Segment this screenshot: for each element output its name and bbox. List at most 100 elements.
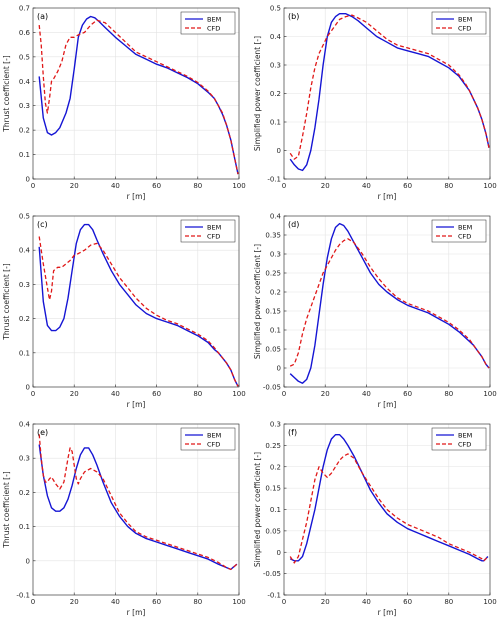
legend-label-cfd: CFD (458, 24, 471, 32)
y-tick-label: 0.5 (19, 213, 30, 221)
series-line-bem (289, 12, 490, 172)
series-line-cfd (289, 453, 489, 564)
y-tick-label: 0.15 (265, 485, 281, 493)
x-tick-label: 100 (232, 182, 245, 190)
legend-label-cfd: CFD (207, 232, 220, 240)
y-axis-label: Thrust coefficient [-] (2, 55, 11, 133)
y-tick-label: -0.1 (267, 592, 281, 600)
y-tick-label: 0 (277, 549, 281, 557)
panel-label: (a) (37, 12, 48, 21)
legend-label-cfd: CFD (207, 440, 220, 448)
x-tick-label: 20 (70, 182, 79, 190)
y-axis-label: Simplified power coefficient [-] (253, 452, 262, 567)
y-tick-label: 0.05 (265, 527, 281, 535)
x-axis-label: r [m] (378, 192, 397, 201)
series-line-bem (38, 15, 239, 175)
y-tick-label: 0.5 (270, 5, 281, 13)
x-tick-label: 60 (403, 598, 412, 606)
x-tick-label: 80 (444, 598, 453, 606)
x-tick-label: 0 (31, 182, 35, 190)
y-tick-label: 0.25 (265, 270, 281, 278)
axes-frame (32, 423, 240, 596)
y-tick-label: -0.1 (16, 592, 30, 600)
axes-frame (283, 215, 491, 388)
axes-frame (32, 215, 240, 388)
legend-label-bem: BEM (458, 431, 472, 439)
x-tick-label: 0 (282, 598, 286, 606)
x-tick-label: 0 (31, 390, 35, 398)
series-line-cfd (38, 19, 239, 175)
legend-label-cfd: CFD (207, 24, 220, 32)
y-tick-label: -0.1 (267, 176, 281, 184)
x-tick-label: 40 (111, 390, 120, 398)
panel-label: (b) (288, 12, 299, 21)
panel-label: (e) (37, 428, 48, 437)
chart-panel: 0 20 40 60 80 100-0.100.10.20.30.40.5r [m]Sim… (253, 5, 497, 202)
x-tick-label: 100 (483, 390, 496, 398)
x-tick-label: 100 (232, 390, 245, 398)
y-axis-label: Simplified power coefficient [-] (253, 244, 262, 359)
y-tick-label: 0 (26, 384, 30, 392)
y-tick-label: 0.2 (19, 315, 30, 323)
panel-label: (d) (288, 220, 299, 229)
x-tick-label: 20 (321, 182, 330, 190)
chart-panel: 0 20 40 60 80 100 0 0.1 0.2 0.3 0.4 0.5 r [m] Thrust … (2, 213, 246, 410)
x-axis-label: r [m] (127, 192, 146, 201)
y-tick-label: 0.4 (270, 213, 282, 221)
series-line-bem (38, 223, 239, 387)
y-tick-label: 0.6 (19, 29, 31, 37)
x-tick-label: 80 (444, 182, 453, 190)
y-tick-label: 0.3 (270, 62, 281, 70)
series-line-bem (38, 444, 238, 571)
x-axis-label: r [m] (378, 608, 397, 617)
legend-label-cfd: CFD (458, 440, 471, 448)
y-tick-label: -0.05 (263, 384, 281, 392)
x-tick-label: 0 (282, 182, 286, 190)
panel-label: (f) (288, 428, 297, 437)
x-tick-label: 40 (111, 182, 120, 190)
x-tick-label: 20 (321, 390, 330, 398)
x-tick-label: 80 (444, 390, 453, 398)
x-tick-label: 0 (282, 390, 286, 398)
x-tick-label: 100 (483, 598, 496, 606)
y-tick-label: 0.4 (19, 78, 31, 86)
x-tick-label: 60 (403, 182, 412, 190)
y-tick-label: 0.1 (19, 151, 30, 159)
series-line-cfd (38, 236, 239, 387)
x-tick-label: 60 (403, 390, 412, 398)
x-tick-label: 100 (232, 598, 245, 606)
x-tick-label: 80 (193, 390, 202, 398)
y-tick-label: 0.1 (19, 349, 30, 357)
y-tick-label: 0.3 (270, 251, 281, 259)
y-tick-label: 0.05 (265, 346, 281, 354)
x-tick-label: 40 (362, 598, 371, 606)
y-tick-label: -0.05 (263, 570, 281, 578)
x-tick-label: 0 (31, 598, 35, 606)
legend-label-bem: BEM (458, 223, 472, 231)
y-tick-label: 0.5 (19, 53, 30, 61)
x-tick-label: 40 (362, 390, 371, 398)
chart-panel: 0 20 40 60 80 100 -0.1 -0.05 0 0.05 0.1 0.15 0.2 0.25… (253, 421, 497, 618)
axes-frame (32, 7, 240, 180)
chart-panel: 0 20 40 60 80 100-0.0500.050.10.150.20.250.30… (253, 213, 497, 410)
y-tick-label: 0.1 (270, 327, 281, 335)
x-tick-label: 20 (70, 598, 79, 606)
y-tick-label: 0.15 (265, 308, 281, 316)
legend-label-bem: BEM (458, 15, 472, 23)
y-tick-label: 0.3 (19, 102, 30, 110)
series-line-bem (289, 434, 489, 562)
y-axis-label: Thrust coefficient [-] (2, 471, 11, 549)
y-tick-label: 0 (277, 365, 281, 373)
legend-label-bem: BEM (207, 15, 221, 23)
series-line-bem (289, 222, 490, 384)
y-tick-label: 0.2 (270, 289, 281, 297)
y-tick-label: 0.25 (265, 442, 281, 450)
series-line-cfd (289, 238, 490, 369)
x-axis-label: r [m] (378, 400, 397, 409)
x-axis-label: r [m] (127, 400, 146, 409)
chart-panel: 0 20 40 60 80 100 0 0.1 0.2 0.3 0.4 0.5 0.6 0.7 r [m] T… (2, 5, 246, 202)
y-tick-label: 0.4 (270, 33, 282, 41)
y-tick-label: 0.4 (19, 421, 31, 429)
y-tick-label: 0.3 (270, 421, 281, 429)
